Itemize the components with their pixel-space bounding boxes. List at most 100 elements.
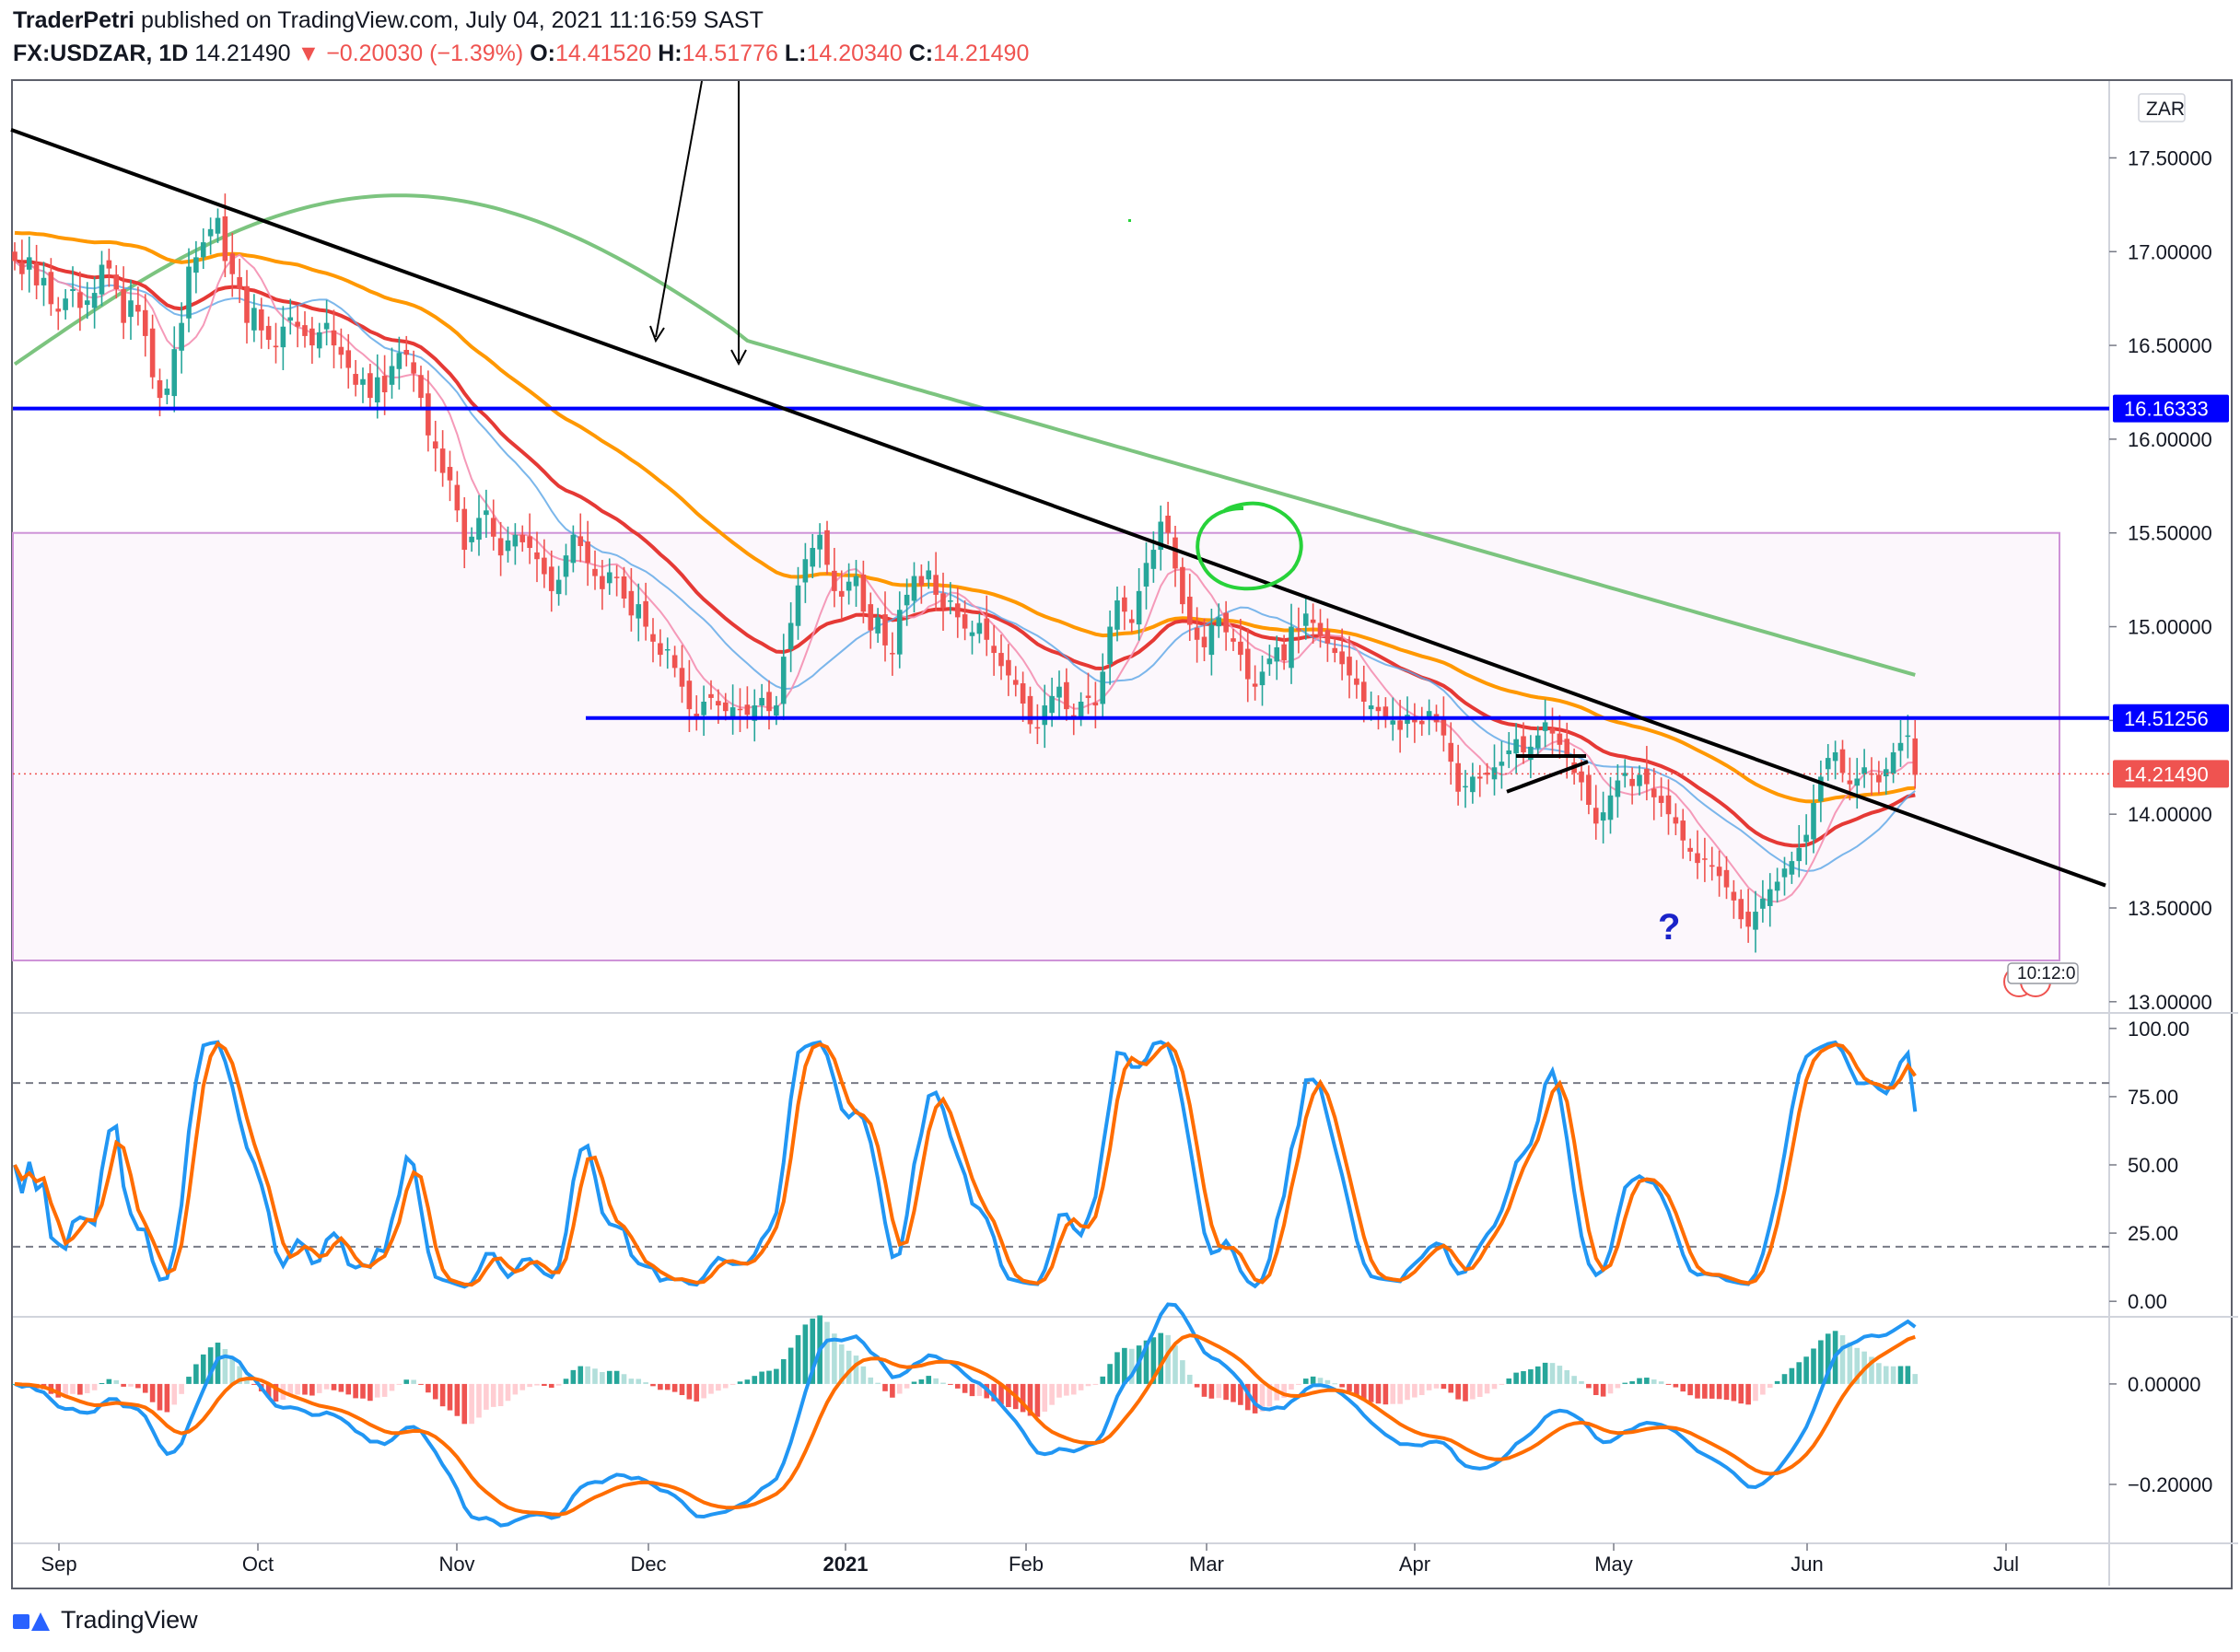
macd-histogram-bar	[729, 1383, 736, 1385]
macd-histogram-bar	[1796, 1362, 1802, 1384]
publisher-name[interactable]: TraderPetri	[13, 7, 135, 33]
price-label-text: 16.16333	[2124, 398, 2209, 421]
macd-histogram-bar	[331, 1383, 337, 1390]
price-tick-label: 15.50000	[2128, 522, 2212, 545]
candle-body	[1172, 537, 1178, 569]
macd-histogram-bar	[1070, 1383, 1077, 1395]
candle-body	[1448, 742, 1454, 762]
macd-histogram-bar	[1476, 1383, 1483, 1398]
candle-body	[258, 308, 264, 331]
price-tick-label: 16.50000	[2128, 334, 2212, 357]
candle-body	[1592, 808, 1599, 824]
tradingview-logo-icon	[13, 1609, 53, 1633]
candle-body	[1557, 733, 1563, 745]
candle-body	[542, 557, 547, 575]
macd-histogram-bar	[694, 1383, 700, 1402]
candle-body	[1216, 617, 1222, 627]
candle-body	[1644, 768, 1650, 785]
candle-body	[1521, 736, 1526, 752]
macd-histogram-bar	[1897, 1366, 1904, 1384]
macd-histogram-bar	[570, 1369, 577, 1384]
trend-line-main	[10, 128, 2106, 888]
candle-body	[737, 708, 743, 711]
macd-histogram-bar	[1418, 1383, 1425, 1395]
macd-histogram-bar	[142, 1383, 148, 1393]
ma-green-line	[13, 193, 1916, 677]
candle-body	[200, 242, 206, 258]
candle-body	[381, 376, 388, 392]
macd-histogram-bar	[1803, 1356, 1809, 1384]
macd-histogram-bar	[1491, 1383, 1498, 1390]
price-label-text: 14.51256	[2124, 707, 2209, 730]
candle-body	[701, 702, 706, 715]
candle-body	[636, 604, 642, 619]
candle-body	[106, 260, 112, 269]
candle-body	[157, 379, 163, 399]
candle-body	[99, 264, 105, 295]
candle-body	[548, 566, 554, 591]
macd-histogram-bar	[548, 1383, 554, 1389]
price-tick-label: 17.00000	[2128, 240, 2212, 263]
candle-body	[1266, 658, 1273, 665]
candle-body	[1186, 596, 1193, 625]
macd-tick-label: 0.00000	[2128, 1373, 2201, 1396]
footer-brand[interactable]: TradingView	[61, 1606, 198, 1634]
macd-histogram-bar	[1186, 1374, 1193, 1384]
macd-histogram-bar	[1310, 1376, 1316, 1384]
candle-body	[1347, 657, 1352, 676]
candle-body	[1586, 774, 1592, 805]
candle-body	[1332, 647, 1338, 654]
candle-body	[795, 585, 801, 626]
macd-histogram-bar	[664, 1383, 671, 1390]
candle-body	[1231, 638, 1236, 642]
candle-body	[193, 257, 199, 273]
price-tick-label: 15.00000	[2128, 616, 2212, 639]
macd-histogram-bar	[600, 1371, 605, 1384]
macd-histogram-bar	[490, 1383, 496, 1407]
price-tick-label: 13.50000	[2128, 897, 2212, 920]
macd-histogram-bar	[962, 1383, 968, 1393]
macd-histogram-bar	[1825, 1333, 1831, 1384]
candle-body	[1615, 780, 1621, 797]
candle-body	[41, 277, 47, 285]
macd-histogram-bar	[628, 1379, 635, 1384]
macd-histogram-bar	[106, 1379, 112, 1384]
candle-body	[1687, 847, 1693, 852]
macd-histogram-bar	[926, 1376, 932, 1384]
candle-body	[287, 317, 294, 321]
candle-body	[679, 668, 685, 687]
macd-histogram-bar	[1673, 1383, 1679, 1388]
candle-body	[1382, 706, 1389, 719]
macd-histogram-bar	[795, 1334, 801, 1384]
candle-body	[1723, 869, 1730, 888]
macd-histogram-bar	[1629, 1381, 1635, 1384]
candle-body	[447, 467, 453, 481]
macd-histogram-bar	[1208, 1383, 1215, 1399]
candle-body	[1042, 705, 1048, 726]
candle-body	[432, 441, 438, 449]
macd-histogram-bar	[555, 1383, 562, 1386]
candle-body	[1070, 715, 1077, 717]
macd-histogram-bar	[1049, 1383, 1055, 1405]
candle-body	[63, 298, 68, 310]
candle-body	[70, 289, 76, 292]
candle-body	[1607, 795, 1614, 820]
candle-body	[1056, 686, 1062, 698]
open-label: O:	[530, 41, 555, 66]
macd-histogram-bar	[1375, 1383, 1382, 1404]
candle-body	[1463, 785, 1468, 788]
macd-histogram-bar	[1781, 1374, 1788, 1384]
candle-body	[1528, 746, 1534, 761]
candle-body	[882, 614, 888, 646]
candle-body	[1360, 681, 1367, 702]
arrowhead-left-icon	[649, 325, 665, 343]
macd-histogram-bar	[1092, 1383, 1099, 1385]
candle-body	[1310, 619, 1316, 623]
macd-histogram-bar	[215, 1343, 221, 1384]
candle-body	[948, 600, 953, 602]
macd-histogram-bar	[1114, 1352, 1120, 1384]
candle-body	[1513, 739, 1519, 754]
symbol-label[interactable]: FX:USDZAR, 1D	[13, 41, 189, 66]
candle-body	[1825, 758, 1831, 770]
